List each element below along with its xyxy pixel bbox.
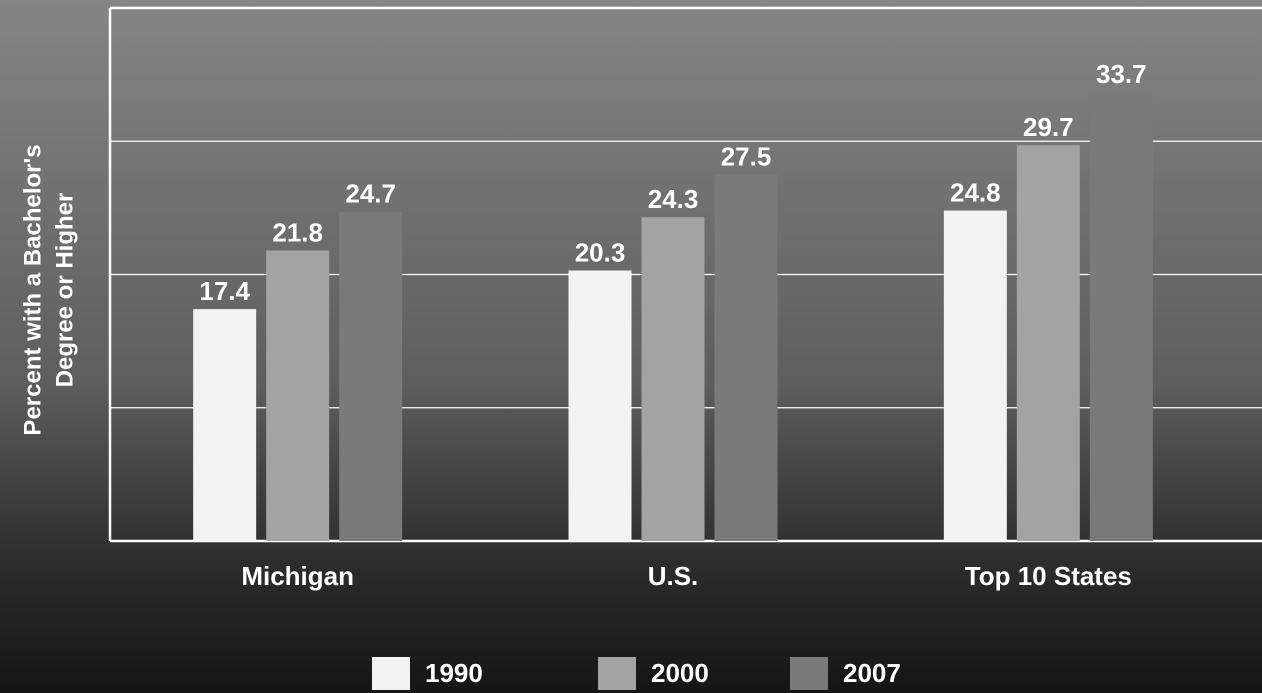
bar [193,309,257,541]
data-label: 17.4 [199,276,250,306]
data-label: 29.7 [1023,112,1074,142]
legend-swatch [372,657,410,690]
bar [266,250,330,541]
data-label: 27.5 [721,141,772,171]
legend-swatch [598,657,636,690]
bar [568,270,632,541]
data-label: 21.8 [272,217,323,247]
data-label: 33.7 [1096,59,1147,89]
y-axis-label: Degree or Higher [51,193,78,388]
x-tick-label: Top 10 States [965,561,1132,591]
legend-label: 2007 [843,658,901,688]
legend-swatch [790,657,828,690]
bar [1016,145,1080,541]
legend-label: 1990 [425,658,483,688]
data-label: 24.7 [345,179,396,209]
bar [1089,91,1153,541]
data-label: 24.8 [950,177,1001,207]
bar [641,217,705,541]
y-axis-label: Percent with a Bachelor's [19,144,46,435]
x-tick-label: U.S. [648,561,699,591]
legend-label: 2000 [651,658,709,688]
data-label: 20.3 [575,237,626,267]
bar [339,211,403,541]
bar [943,210,1007,542]
data-label: 24.3 [648,184,699,214]
x-tick-label: Michigan [241,561,354,591]
bar [714,174,778,541]
